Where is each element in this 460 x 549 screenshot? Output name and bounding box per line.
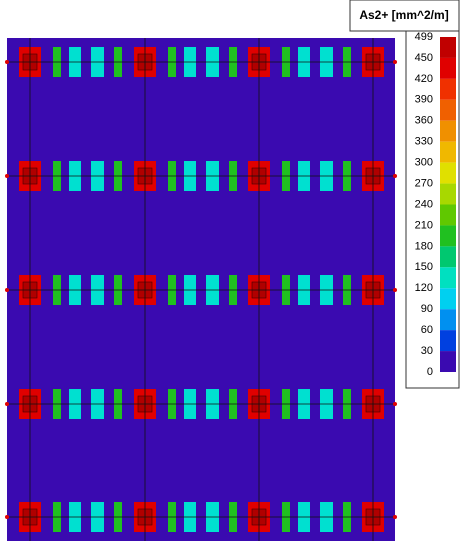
legend-swatch [440,267,456,289]
legend-swatch [440,351,456,372]
legend-label: 390 [415,94,433,106]
legend-label: 420 [415,73,433,85]
support-dot [5,402,9,406]
legend-swatch [440,309,456,331]
support-dot [393,515,397,519]
legend-label: 360 [415,115,433,127]
support-dot [393,402,397,406]
legend-label: 499 [415,31,433,43]
legend: 4994504203903603303002702402101801501209… [415,31,456,378]
support-dot [393,60,397,64]
support-dot [5,60,9,64]
legend-swatch [440,78,456,100]
legend-swatch [440,330,456,352]
legend-swatch [440,204,456,226]
legend-label: 180 [415,240,433,252]
support-dot [5,288,9,292]
support-dot [5,515,9,519]
legend-label: 150 [415,261,433,273]
legend-swatch [440,37,456,58]
legend-swatch [440,183,456,205]
legend-swatch [440,57,456,79]
contour-pattern [5,38,397,541]
legend-swatch [440,141,456,163]
legend-swatch [440,288,456,310]
legend-swatch [440,225,456,247]
legend-label: 300 [415,157,433,169]
legend-title: As2+ [mm^2/m] [359,8,448,22]
legend-label: 330 [415,136,433,148]
legend-swatch [440,99,456,121]
legend-label: 450 [415,52,433,64]
legend-label: 90 [421,303,433,315]
legend-label: 120 [415,282,433,294]
legend-label: 210 [415,219,433,231]
legend-label: 270 [415,177,433,189]
plot-area [7,38,395,541]
legend-label: 30 [421,345,433,357]
support-dot [393,174,397,178]
legend-label: 60 [421,324,433,336]
support-dot [393,288,397,292]
legend-swatch [440,246,456,268]
legend-swatch [440,162,456,184]
legend-swatch [440,120,456,142]
legend-label: 0 [427,366,433,378]
legend-title-box [349,0,460,32]
support-dot [5,174,9,178]
legend-label: 240 [415,198,433,210]
